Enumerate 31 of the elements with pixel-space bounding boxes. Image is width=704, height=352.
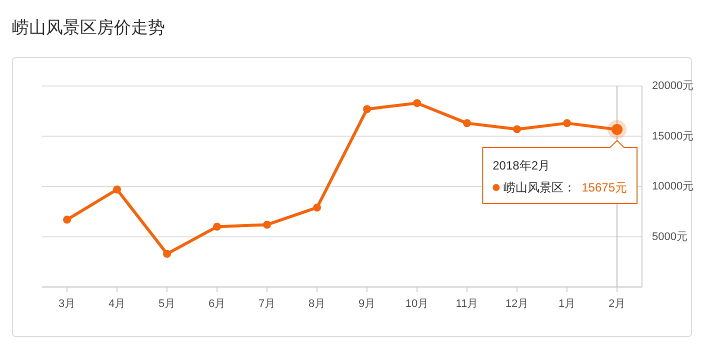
x-tick-label: 9月 — [358, 298, 376, 310]
y-tick-label: 20000元 — [652, 80, 694, 92]
annotation: 2018年2月 — [492, 158, 550, 172]
x-tick-label: 11月 — [456, 298, 478, 310]
x-tick-label: 10月 — [405, 298, 429, 310]
point — [363, 105, 371, 114]
point — [463, 119, 471, 128]
point — [213, 222, 221, 231]
point — [313, 204, 321, 212]
x-tick-label: 3月 — [58, 298, 76, 310]
x-tick-label: 6月 — [208, 298, 226, 310]
legend: 崂山风景区： — [492, 180, 576, 194]
point — [63, 216, 71, 224]
y-tick-label: 15000元 — [652, 130, 694, 142]
x-tick-label: 12月 — [505, 298, 529, 310]
x-tick-label: 8月 — [308, 298, 326, 310]
point — [513, 125, 521, 134]
point — [413, 99, 421, 108]
x-tick-label: 4月 — [108, 298, 126, 310]
chart-title: 崂山风景区房价走势 — [12, 18, 165, 37]
y-tick-label: 10000元 — [652, 180, 694, 192]
point — [263, 220, 271, 229]
x-tick-label: 2月 — [608, 298, 626, 310]
point — [113, 186, 121, 194]
x-tick-label: 1月 — [558, 298, 576, 310]
x-tick-label: 7月 — [258, 298, 276, 310]
y-tick-label: 5000元 — [652, 230, 688, 243]
x-tick-label: 5月 — [158, 298, 176, 310]
annotation: 15675元 — [582, 180, 627, 194]
point — [563, 119, 571, 128]
point — [163, 250, 171, 258]
